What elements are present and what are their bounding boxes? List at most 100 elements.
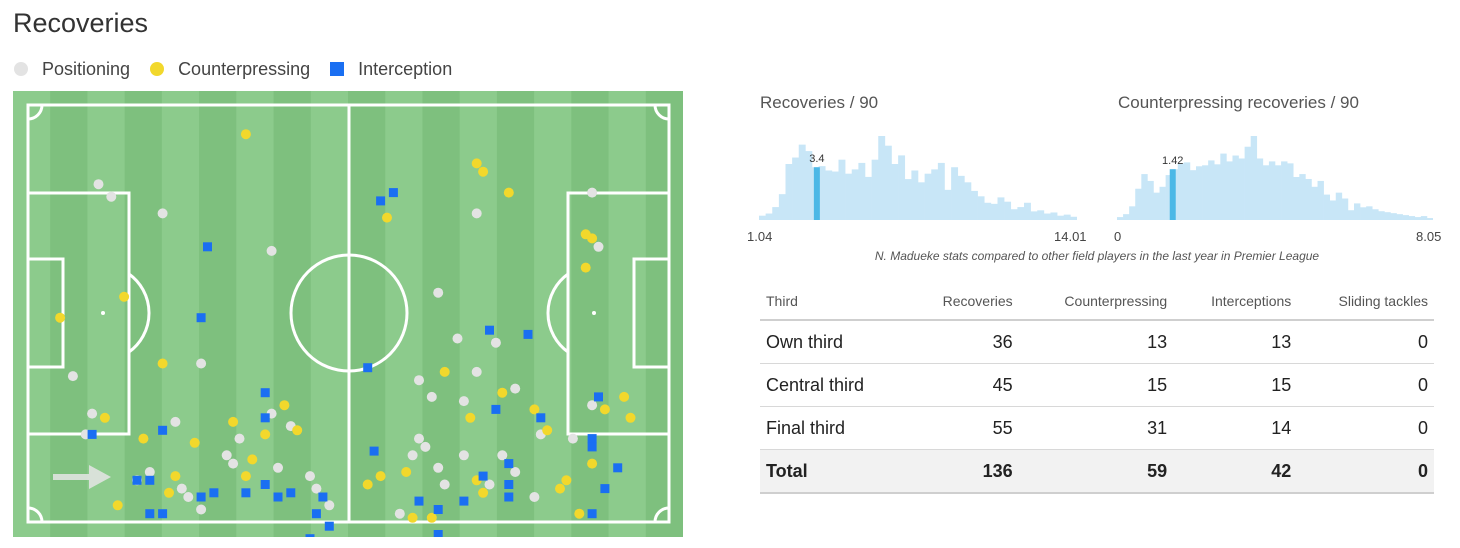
counterpressing-point	[561, 475, 572, 486]
pitch-stripe	[385, 91, 423, 537]
legend-label-positioning: Positioning	[42, 58, 131, 79]
column-header-interceptions: Interceptions	[1173, 283, 1298, 321]
histogram-bar	[1070, 216, 1077, 220]
histogram-bar	[858, 162, 866, 220]
counterpressing-point	[574, 508, 585, 519]
positioning-point	[407, 450, 418, 461]
histogram-bar	[1196, 166, 1203, 220]
positioning-point	[311, 483, 322, 494]
pitch-stripe	[645, 91, 683, 537]
table-header-row: Third Recoveries Counterpressing Interce…	[760, 283, 1434, 321]
histogram-bar	[1360, 207, 1367, 220]
histogram-bar	[964, 182, 972, 220]
histogram-bar	[798, 144, 806, 220]
positioning-point	[170, 416, 181, 427]
histogram-recoveries-min-tick: 1.04	[747, 229, 773, 244]
counterpressing-point	[555, 483, 565, 494]
positioning-point	[305, 471, 315, 482]
counterpressing-dot-icon	[150, 62, 165, 76]
positioning-point	[157, 208, 168, 219]
counterpressing-point	[164, 487, 174, 498]
interception-point	[196, 313, 206, 323]
interception-point	[433, 505, 443, 514]
counterpressing-point	[625, 412, 636, 423]
interception-point	[491, 404, 501, 414]
histogram-bar	[977, 196, 985, 220]
interception-point	[388, 188, 398, 198]
histogram-bar	[951, 167, 959, 220]
pitch-stripe	[459, 91, 498, 537]
counterpressing-point	[529, 404, 540, 415]
histogram-bar	[1037, 210, 1045, 220]
interception-point	[241, 488, 251, 498]
positioning-point	[273, 462, 283, 473]
pitch-stripe	[13, 91, 51, 537]
histogram-bar	[765, 213, 773, 220]
positioning-point	[234, 433, 245, 444]
table-cell: 0	[1297, 406, 1434, 450]
counterpressing-point	[542, 425, 553, 436]
histogram-bar	[1426, 218, 1433, 220]
histogram-bar	[1250, 136, 1258, 220]
interception-point	[478, 471, 488, 481]
positioning-point	[484, 479, 495, 490]
histogram-bar	[1244, 146, 1251, 220]
column-header-counterpressing: Counterpressing	[1018, 283, 1174, 321]
histogram-bar	[1335, 192, 1343, 220]
positioning-point	[266, 245, 277, 256]
legend-item-positioning: Positioning	[14, 59, 130, 80]
counterpressing-point	[279, 400, 290, 411]
histogram-bar	[918, 182, 925, 220]
table-cell: Own third	[760, 320, 909, 364]
histogram-bar	[1287, 163, 1294, 220]
histogram-bar	[1057, 215, 1065, 220]
histogram-bar	[1141, 174, 1148, 220]
interception-point	[504, 492, 514, 502]
histogram-counterpressing: 1.42	[1117, 136, 1433, 220]
interception-point	[504, 459, 514, 469]
counterpressing-point	[157, 358, 168, 369]
table-cell: 15	[1173, 363, 1298, 407]
histogram-highlight-bar	[813, 167, 820, 220]
counterpressing-point	[119, 291, 130, 302]
positioning-point	[497, 450, 508, 461]
histogram-bar	[1232, 155, 1239, 220]
histogram-bar	[937, 162, 945, 220]
interception-point	[369, 446, 379, 456]
interception-square-icon	[330, 62, 345, 76]
positioning-point	[176, 483, 187, 494]
penalty-spot-right	[592, 311, 596, 315]
histogram-bar	[1268, 161, 1276, 220]
histogram-bar	[1311, 186, 1318, 220]
histogram-title-counterpressing: Counterpressing recoveries / 90	[1118, 93, 1359, 112]
histogram-bar	[1341, 198, 1349, 220]
histogram-bar	[1214, 164, 1221, 220]
histogram-title-recoveries: Recoveries / 90	[760, 93, 879, 112]
histogram-highlight-bar	[1169, 169, 1176, 220]
interception-point	[260, 413, 270, 423]
histogram-bar	[825, 170, 833, 220]
positioning-point	[93, 179, 104, 190]
histogram-bar	[1030, 211, 1038, 220]
histogram-bar	[1354, 203, 1361, 220]
histogram-bar	[1189, 170, 1197, 220]
histogram-bar	[1281, 161, 1288, 220]
recoveries-table: Third Recoveries Counterpressing Interce…	[760, 283, 1434, 494]
counterpressing-point	[599, 404, 610, 415]
interception-point	[600, 484, 610, 494]
histogram-bar	[1050, 212, 1058, 220]
column-header-recoveries: Recoveries	[908, 283, 1019, 321]
histogram-bar	[1329, 200, 1337, 220]
counterpressing-point	[99, 412, 110, 423]
counterpressing-point	[362, 479, 373, 490]
column-header-third: Third	[760, 283, 909, 321]
positioning-point	[587, 400, 598, 411]
table-cell: 0	[1297, 449, 1434, 494]
histogram-bar	[838, 159, 846, 220]
interception-point	[158, 425, 168, 435]
pitch-markings	[26, 103, 671, 524]
positioning-point	[106, 191, 117, 202]
counterpressing-point	[580, 262, 591, 273]
table-cell: Central third	[760, 363, 909, 407]
penalty-spot-left	[101, 311, 105, 315]
